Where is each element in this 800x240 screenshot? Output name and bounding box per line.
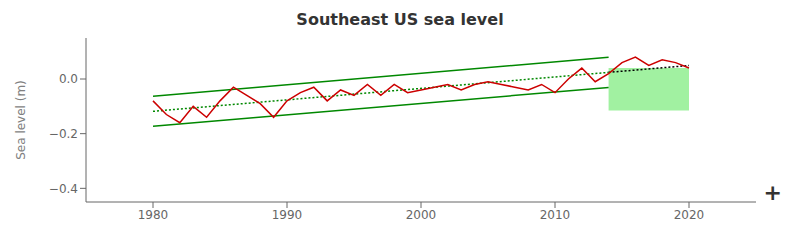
svg-text:2000: 2000 xyxy=(406,208,437,222)
svg-text:1980: 1980 xyxy=(138,208,169,222)
svg-text:−0.2: −0.2 xyxy=(49,127,78,141)
svg-text:2010: 2010 xyxy=(540,208,571,222)
svg-text:1990: 1990 xyxy=(272,208,303,222)
svg-text:0.0: 0.0 xyxy=(59,72,78,86)
svg-text:Sea level (m): Sea level (m) xyxy=(14,80,28,160)
svg-text:2020: 2020 xyxy=(674,208,705,222)
html-text:Southeast US sea level: Southeast US sea level xyxy=(296,10,504,29)
svg-text:−0.4: −0.4 xyxy=(49,182,78,196)
